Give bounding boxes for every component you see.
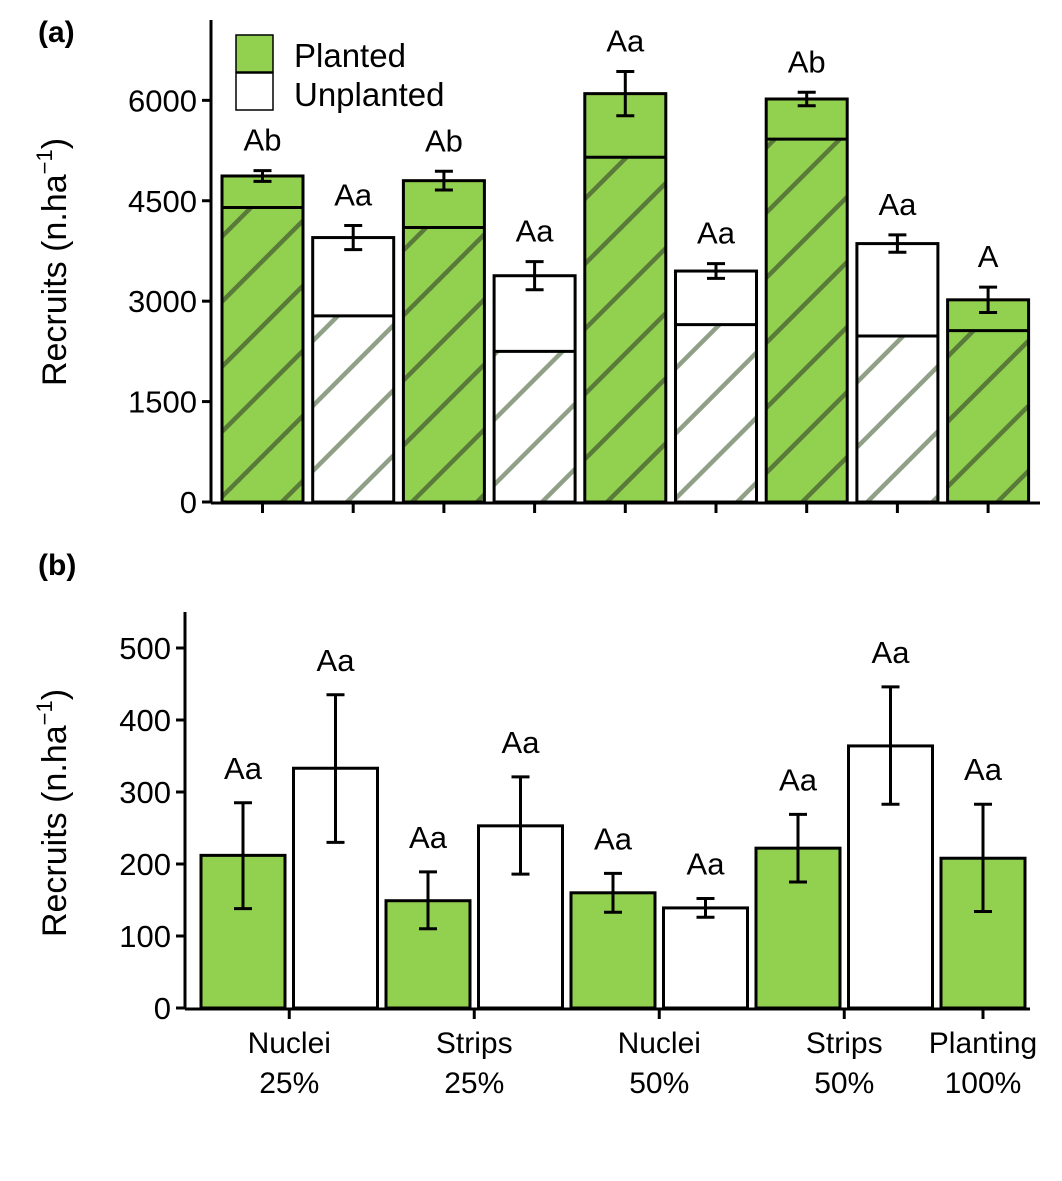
panel-b-category-label-line2: 100%	[945, 1067, 1022, 1100]
panel-b-significance-label: Aa	[964, 752, 1003, 787]
panel-a-significance-label: Aa	[878, 187, 917, 222]
panel-b-bar	[384, 899, 472, 1010]
panel-a-bar-outer	[675, 271, 757, 325]
panel-a-significance-label: A	[978, 239, 999, 274]
panel-a-bar-inner	[222, 207, 303, 502]
panel-b-category-label-line1: Nuclei	[618, 1027, 701, 1060]
panel-b-significance-label: Aa	[687, 847, 726, 882]
plot-b: 0 100 200 300 400 500 Aa Aa Aa Aa Aa Aa Aa Aa Aa Nuclei…	[119, 612, 1037, 1100]
panel-a-bar-outer	[856, 243, 938, 336]
panel-b-y-tick-label: 0	[154, 991, 171, 1026]
legend-swatch-unplanted	[235, 72, 274, 111]
panel-b-category-label-line2: 25%	[259, 1067, 319, 1100]
panel-b-category-label-line1: Strips	[806, 1027, 883, 1060]
panel-a-significance-label: Aa	[334, 178, 373, 213]
panel-b-category-label-line2: 50%	[629, 1067, 689, 1100]
panel-a-significance-label: Aa	[606, 24, 645, 59]
panel-b-category-label-line1: Strips	[436, 1027, 513, 1060]
panel-a-y-tick-label: 0	[180, 485, 197, 520]
panel-b-category-label-line2: 25%	[444, 1067, 504, 1100]
panel-b-significance-label: Aa	[317, 643, 356, 678]
panel-a-significance-label: Aa	[697, 216, 736, 251]
panel-b-y-tick-label: 100	[119, 919, 171, 954]
y-axis-title-a: Recruits (n.ha−1)	[32, 138, 74, 386]
panel-b-significance-label: Aa	[872, 635, 911, 670]
legend: Planted Unplanted	[235, 34, 444, 113]
panel-a-bar-inner	[312, 315, 394, 502]
plot-a: 0 1500 3000 4500 6000 Ab Aa Ab Aa Aa Aa Ab Aa A	[128, 20, 1040, 520]
panel-b-significance-label: Aa	[224, 751, 263, 786]
panel-a-significance-label: Ab	[244, 123, 282, 158]
panel-a-significance-label: Aa	[516, 214, 555, 249]
panel-a-bar-inner	[947, 330, 1029, 502]
svg-text:Recruits (n.ha−1): Recruits (n.ha−1)	[32, 138, 74, 386]
panel-a-y-tick-label: 6000	[128, 83, 197, 118]
panel-b-category-label-line1: Nuclei	[248, 1027, 331, 1060]
legend-label-unplanted: Unplanted	[294, 76, 444, 113]
panel-a-y-tick-label: 4500	[128, 184, 197, 219]
panel-b-y-tick-label: 200	[119, 847, 171, 882]
svg-text:Recruits (n.ha−1): Recruits (n.ha−1)	[32, 689, 74, 937]
panel-a-bar-inner	[494, 351, 576, 502]
legend-swatch-planted	[235, 34, 274, 73]
panel-b-significance-label: Aa	[409, 820, 448, 855]
panel-a-y-tick-label: 3000	[128, 284, 197, 319]
panel-a-bar-inner	[856, 335, 938, 502]
legend-label-planted: Planted	[294, 37, 406, 74]
panel-b-significance-label: Aa	[594, 821, 633, 856]
panel-b-significance-label: Aa	[779, 762, 818, 797]
panel-b-y-tick-label: 300	[119, 775, 171, 810]
panel-a-bar-inner	[766, 139, 848, 502]
panel-a-significance-label: Ab	[425, 123, 463, 158]
panel-label-a: (a)	[38, 16, 75, 49]
y-axis-title-b: Recruits (n.ha−1)	[32, 689, 74, 937]
panel-a-bar-inner	[584, 157, 666, 502]
panel-a-bar-inner	[403, 227, 485, 502]
panel-a-significance-label: Ab	[788, 44, 826, 79]
panel-a-bar-inner	[675, 324, 757, 502]
panel-b-category-label-line1: Planting	[929, 1027, 1037, 1060]
panel-label-b: (b)	[38, 549, 76, 582]
panel-a-y-tick-label: 1500	[128, 385, 197, 420]
panel-b-bar	[662, 906, 749, 1010]
panel-b-y-tick-label: 500	[119, 631, 171, 666]
panel-b-category-label-line2: 50%	[814, 1067, 874, 1100]
panel-b-significance-label: Aa	[502, 725, 541, 760]
panel-b-y-tick-label: 400	[119, 703, 171, 738]
